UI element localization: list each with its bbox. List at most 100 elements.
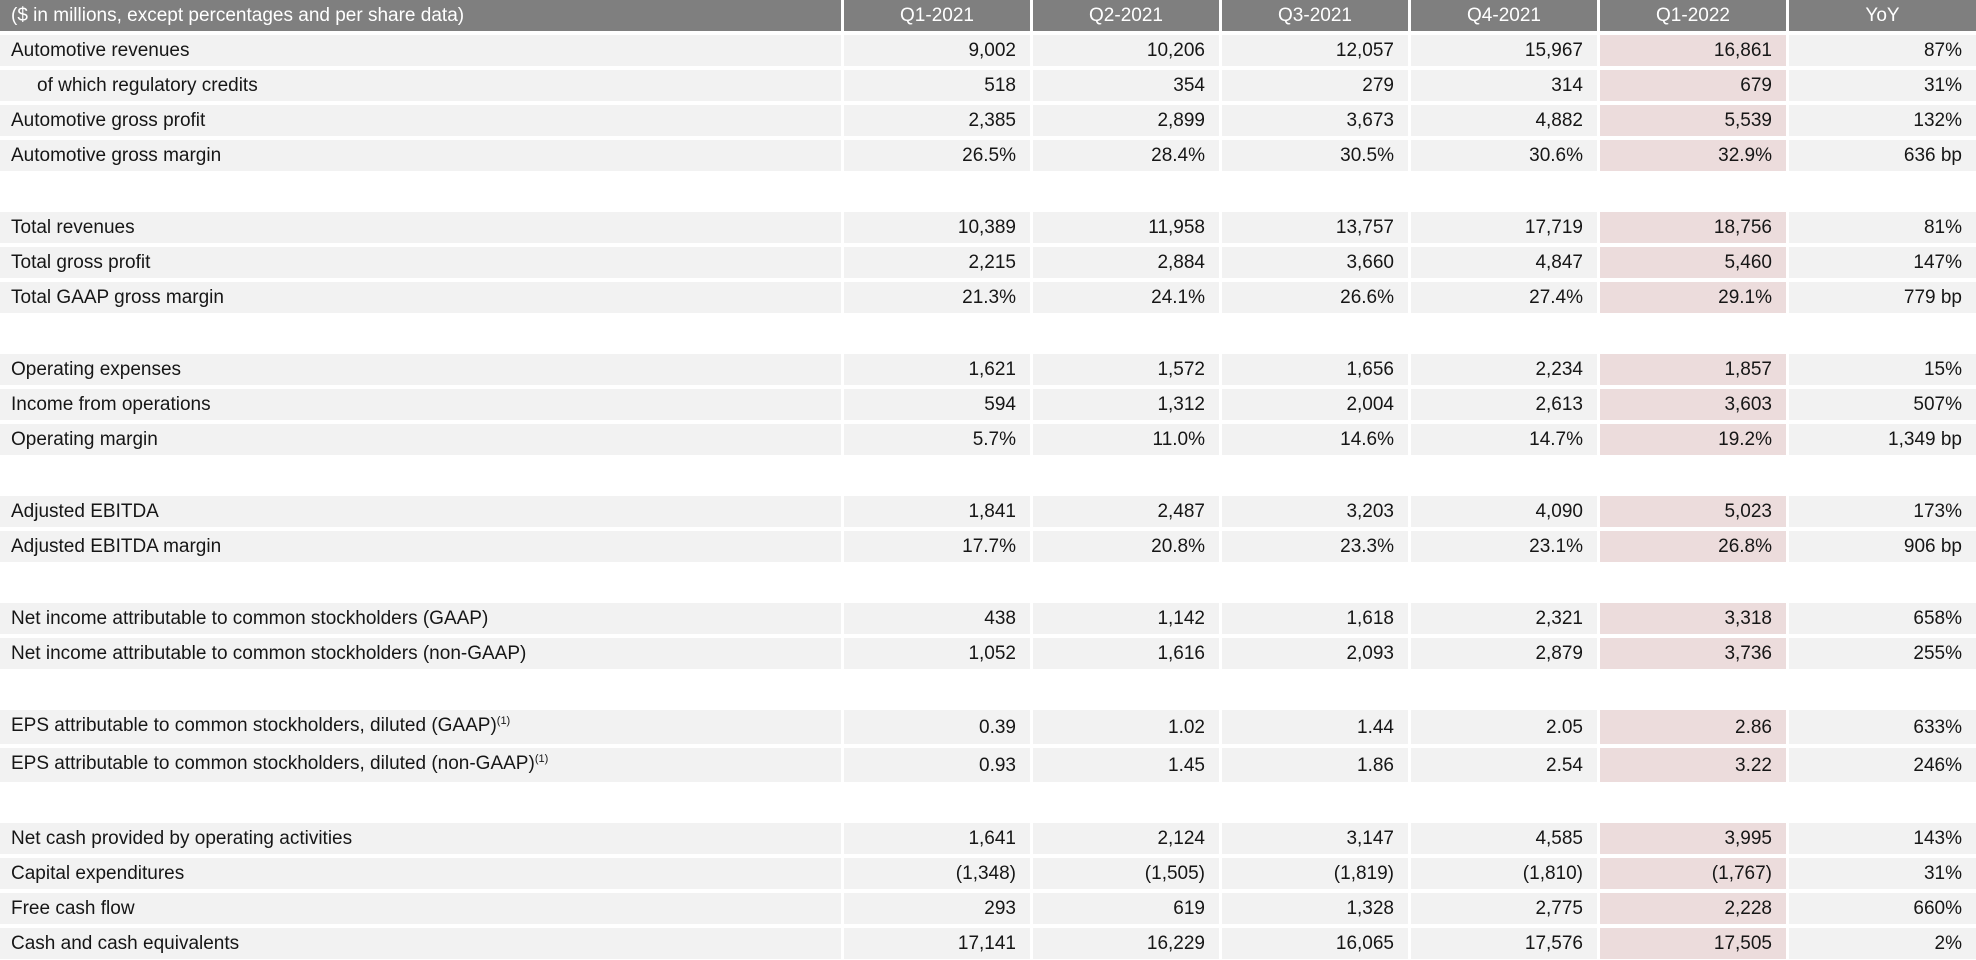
- table-cell-q1-2022: 18,756: [1597, 212, 1786, 247]
- table-cell-yoy: 507%: [1786, 389, 1976, 424]
- footnote-marker: (1): [496, 715, 511, 727]
- table-cell-q1-2021: 438: [841, 603, 1030, 638]
- spacer-cell: [0, 566, 1976, 603]
- table-cell-q3-2021: (1,819): [1219, 858, 1408, 893]
- table-cell-q1-2021: 9,002: [841, 35, 1030, 70]
- table-cell-q3-2021: 1.44: [1219, 710, 1408, 748]
- table-cell-q1-2021: 26.5%: [841, 140, 1030, 175]
- table-cell-q1-2022: 32.9%: [1597, 140, 1786, 175]
- table-cell-q3-2021: 3,660: [1219, 247, 1408, 282]
- row-label: Adjusted EBITDA: [0, 496, 841, 531]
- column-header-yoy: YoY: [1786, 0, 1976, 35]
- table-cell-q2-2021: 1,572: [1030, 354, 1219, 389]
- table-cell-q3-2021: 3,147: [1219, 823, 1408, 858]
- table-cell-q2-2021: 2,124: [1030, 823, 1219, 858]
- table-cell-q2-2021: 1,142: [1030, 603, 1219, 638]
- spacer-row: [0, 317, 1976, 354]
- table-row: Capital expenditures (1,348) (1,505) (1,819…: [0, 858, 1976, 893]
- table-cell-q4-2021: 4,585: [1408, 823, 1597, 858]
- table-cell-q1-2022: 17,505: [1597, 928, 1786, 960]
- table-cell-q4-2021: 17,576: [1408, 928, 1597, 960]
- spacer-cell: [0, 673, 1976, 710]
- row-label: Total revenues: [0, 212, 841, 247]
- row-label: EPS attributable to common stockholders,…: [0, 748, 841, 786]
- column-header-q1-2022: Q1-2022: [1597, 0, 1786, 35]
- table-cell-q4-2021: 4,882: [1408, 105, 1597, 140]
- table-cell-q3-2021: 1,618: [1219, 603, 1408, 638]
- spacer-cell: [0, 175, 1976, 212]
- row-label: Adjusted EBITDA margin: [0, 531, 841, 566]
- table-cell-q1-2021: 17,141: [841, 928, 1030, 960]
- table-cell-q2-2021: (1,505): [1030, 858, 1219, 893]
- table-cell-q1-2022: 3,318: [1597, 603, 1786, 638]
- spacer-row: [0, 175, 1976, 212]
- table-cell-q3-2021: 13,757: [1219, 212, 1408, 247]
- table-cell-q1-2021: 2,385: [841, 105, 1030, 140]
- table-cell-q1-2022: 3,995: [1597, 823, 1786, 858]
- table-row: Automotive gross margin 26.5% 28.4% 30.5% 30…: [0, 140, 1976, 175]
- table-cell-yoy: 660%: [1786, 893, 1976, 928]
- table-cell-q1-2022: 3.22: [1597, 748, 1786, 786]
- table-cell-q4-2021: 14.7%: [1408, 424, 1597, 459]
- table-cell-q2-2021: 1.45: [1030, 748, 1219, 786]
- table-cell-q4-2021: 15,967: [1408, 35, 1597, 70]
- table-row: Free cash flow 293 619 1,328 2,775 2,228 660%: [0, 893, 1976, 928]
- row-label: Automotive revenues: [0, 35, 841, 70]
- table-cell-q1-2021: 0.39: [841, 710, 1030, 748]
- row-label: Cash and cash equivalents: [0, 928, 841, 960]
- table-cell-q1-2022: 5,023: [1597, 496, 1786, 531]
- table-cell-q1-2021: 5.7%: [841, 424, 1030, 459]
- row-label: Operating expenses: [0, 354, 841, 389]
- table-row: Automotive revenues 9,002 10,206 12,057 15,9…: [0, 35, 1976, 70]
- table-cell-yoy: 906 bp: [1786, 531, 1976, 566]
- table-cell-q2-2021: 24.1%: [1030, 282, 1219, 317]
- row-label: Total gross profit: [0, 247, 841, 282]
- table-cell-q1-2022: (1,767): [1597, 858, 1786, 893]
- table-cell-q4-2021: 4,090: [1408, 496, 1597, 531]
- table-cell-q1-2022: 19.2%: [1597, 424, 1786, 459]
- table-cell-q2-2021: 20.8%: [1030, 531, 1219, 566]
- row-label: Automotive gross margin: [0, 140, 841, 175]
- table-cell-yoy: 255%: [1786, 638, 1976, 673]
- table-cell-q1-2021: 0.93: [841, 748, 1030, 786]
- table-cell-q1-2022: 679: [1597, 70, 1786, 105]
- table-cell-q3-2021: 1,656: [1219, 354, 1408, 389]
- table-cell-q1-2021: 518: [841, 70, 1030, 105]
- table-cell-q4-2021: 314: [1408, 70, 1597, 105]
- table-row: Cash and cash equivalents 17,141 16,229 16,…: [0, 928, 1976, 960]
- table-cell-q2-2021: 1,616: [1030, 638, 1219, 673]
- table-row: Operating expenses 1,621 1,572 1,656 2,234 1,…: [0, 354, 1976, 389]
- spacer-cell: [0, 459, 1976, 496]
- table-cell-yoy: 31%: [1786, 858, 1976, 893]
- table-cell-q4-2021: 17,719: [1408, 212, 1597, 247]
- table-cell-q2-2021: 11.0%: [1030, 424, 1219, 459]
- row-label: Operating margin: [0, 424, 841, 459]
- column-header-metric: ($ in millions, except percentages and p…: [0, 0, 841, 35]
- table-cell-q1-2022: 3,736: [1597, 638, 1786, 673]
- table-cell-q1-2021: 594: [841, 389, 1030, 424]
- table-row: Total revenues 10,389 11,958 13,757 17,719 18…: [0, 212, 1976, 247]
- table-row: EPS attributable to common stockholders,…: [0, 748, 1976, 786]
- table-cell-q1-2021: 21.3%: [841, 282, 1030, 317]
- spacer-row: [0, 673, 1976, 710]
- table-cell-q3-2021: 30.5%: [1219, 140, 1408, 175]
- table-cell-q2-2021: 1,312: [1030, 389, 1219, 424]
- row-label: Total GAAP gross margin: [0, 282, 841, 317]
- table-cell-q1-2022: 26.8%: [1597, 531, 1786, 566]
- table-cell-q2-2021: 16,229: [1030, 928, 1219, 960]
- table-cell-q4-2021: (1,810): [1408, 858, 1597, 893]
- table-cell-yoy: 143%: [1786, 823, 1976, 858]
- table-cell-q1-2021: 293: [841, 893, 1030, 928]
- table-cell-yoy: 633%: [1786, 710, 1976, 748]
- table-cell-yoy: 87%: [1786, 35, 1976, 70]
- row-label: Net income attributable to common stockh…: [0, 603, 841, 638]
- footnote-marker: (1): [534, 753, 549, 765]
- spacer-cell: [0, 317, 1976, 354]
- spacer-cell: [0, 786, 1976, 823]
- table-row: EPS attributable to common stockholders,…: [0, 710, 1976, 748]
- table-cell-q4-2021: 30.6%: [1408, 140, 1597, 175]
- row-label: Net income attributable to common stockh…: [0, 638, 841, 673]
- table-cell-q2-2021: 28.4%: [1030, 140, 1219, 175]
- table-cell-q3-2021: 12,057: [1219, 35, 1408, 70]
- table-cell-yoy: 658%: [1786, 603, 1976, 638]
